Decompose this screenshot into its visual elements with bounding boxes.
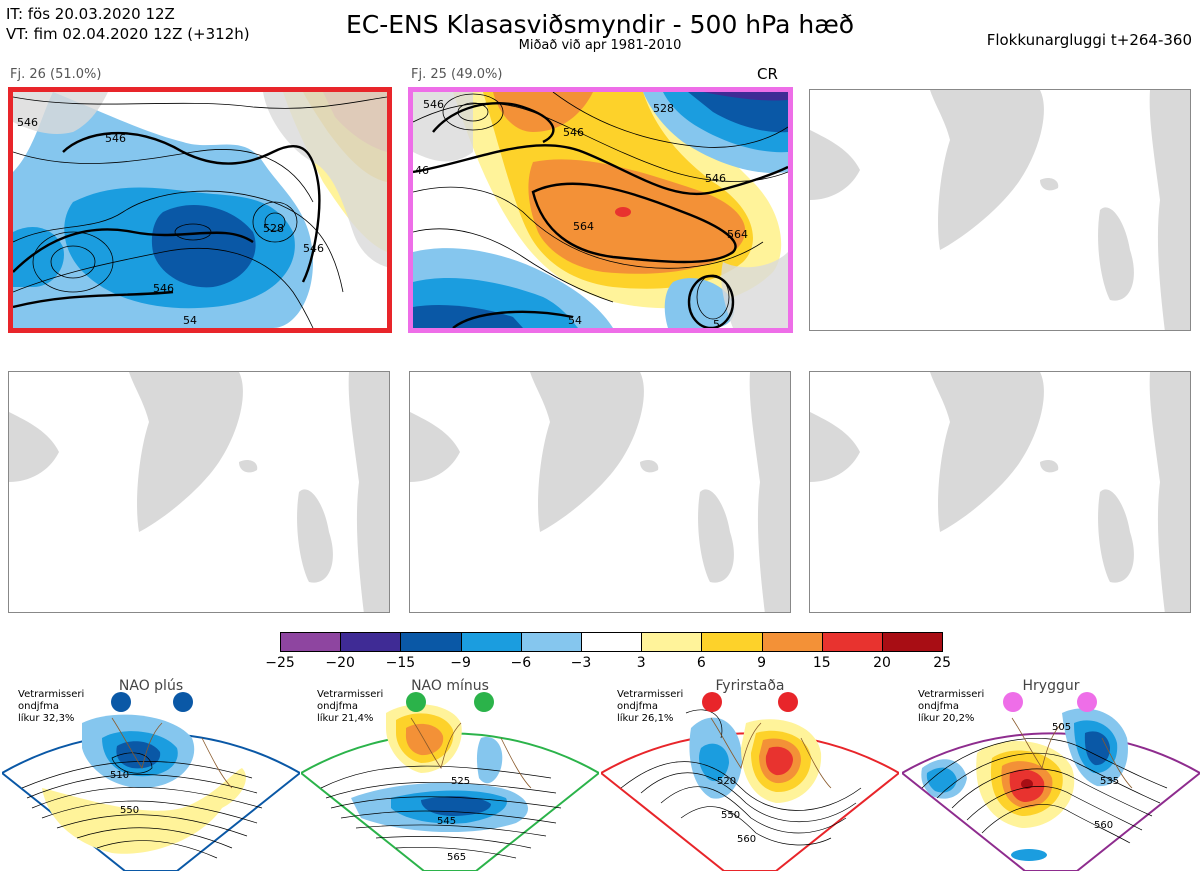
- regime-contour-label: 520: [717, 776, 736, 787]
- colorbar-tick-label: −6: [510, 655, 532, 671]
- cluster-map-3-graphic: [810, 90, 1190, 330]
- regime-blocking-graphic: 520 550 560: [601, 692, 899, 871]
- colorbar-cell: [821, 632, 883, 652]
- page-title: EC-ENS Klasasviðsmyndir - 500 hPa hæð: [345, 10, 855, 39]
- regime-note-probability: líkur 26,1%: [617, 713, 674, 724]
- colorbar-tick-label: 20: [873, 655, 891, 671]
- cluster-map-1-graphic: 546 546 528 546 546 54: [13, 92, 387, 328]
- page-subtitle: Miðað við apr 1981-2010: [518, 38, 682, 53]
- regime-contour-label: 560: [737, 834, 756, 845]
- colorbar-cell: [641, 632, 703, 652]
- colorbar-tick-label: 15: [812, 655, 831, 671]
- valid-time: VT: fim 02.04.2020 12Z (+312h): [6, 25, 250, 43]
- regime-contour-label: 510: [110, 770, 129, 781]
- colorbar-cell: [520, 632, 582, 652]
- regime-contour-label: 560: [1094, 820, 1113, 831]
- cluster-map-6[interactable]: [809, 371, 1191, 613]
- regime-note-season: Vetrarmisseri: [317, 689, 384, 700]
- cluster-map-6-graphic: [810, 372, 1190, 612]
- regime-contour-label: 550: [120, 805, 139, 816]
- regime-note-season: Vetrarmisseri: [18, 689, 85, 700]
- cluster-map-5[interactable]: [409, 371, 791, 613]
- regime-note-months: ondjfma: [617, 701, 658, 712]
- regime-note: Vetrarmisseri ondjfma líkur 32,3%: [18, 689, 84, 725]
- cluster-map-4-graphic: [9, 372, 389, 612]
- contour-label: 564: [573, 220, 594, 233]
- panel-2-label: Fj. 25 (49.0%): [411, 67, 503, 82]
- colorbar-cell: [882, 632, 944, 652]
- regime-contour-label: 565: [447, 852, 466, 863]
- contour-label: 54: [568, 314, 582, 327]
- cluster-map-1[interactable]: 546 546 528 546 546 54: [8, 87, 392, 333]
- initial-time: IT: fös 20.03.2020 12Z: [6, 5, 175, 23]
- regime-note-season: Vetrarmisseri: [617, 689, 684, 700]
- cluster-map-2-graphic: 546 546 528 46 546 564 564 54 5: [413, 92, 788, 328]
- contour-label: 546: [153, 282, 174, 295]
- panel-2-tag: CR: [757, 65, 778, 83]
- cluster-map-3[interactable]: [809, 89, 1191, 331]
- colorbar-tick-label: −25: [265, 655, 295, 671]
- regime-name: NAO mínus: [411, 678, 489, 694]
- regime-contour-label: 550: [721, 810, 740, 821]
- colorbar-cell: [280, 632, 342, 652]
- colorbar-cell: [460, 632, 522, 652]
- contour-label: 546: [17, 116, 38, 129]
- regime-contour-label: 505: [1052, 722, 1071, 733]
- contour-label: 546: [303, 242, 324, 255]
- regime-contour-label: 535: [1100, 776, 1119, 787]
- contour-label: 54: [183, 314, 197, 327]
- regime-name: NAO plús: [118, 678, 184, 694]
- colorbar-cell: [761, 632, 823, 652]
- regime-contour-label: 545: [437, 816, 456, 827]
- contour-label: 546: [105, 132, 126, 145]
- regime-nao-plus[interactable]: 510 550 NAO plús Vetrarmisseri ondjfma l…: [2, 678, 300, 871]
- regime-name: Hryggur: [1022, 678, 1080, 694]
- regime-note-probability: líkur 32,3%: [18, 713, 75, 724]
- regime-contour-label: 525: [451, 776, 470, 787]
- classification-window: Flokkunargluggi t+264-360: [986, 31, 1192, 49]
- cluster-map-4[interactable]: [8, 371, 390, 613]
- regime-nao-minus[interactable]: 525 545 565 NAO mínus Vetrarmisseri ondj…: [301, 678, 599, 871]
- cluster-map-2[interactable]: 546 546 528 46 546 564 564 54 5: [408, 87, 793, 333]
- colorbar-cell: [581, 632, 643, 652]
- contour-label: 546: [423, 98, 444, 111]
- contour-label: 546: [705, 172, 726, 185]
- colorbar-cell: [400, 632, 462, 652]
- regime-ridge[interactable]: 505 535 560 Hryggur Vetrarmisseri ondjfm…: [902, 678, 1200, 871]
- regime-note-months: ondjfma: [918, 701, 959, 712]
- regime-blocking[interactable]: 520 550 560 Fyrirstaða Vetrarmisseri ond…: [601, 678, 899, 871]
- regime-note-months: ondjfma: [317, 701, 358, 712]
- regime-nao-plus-graphic: 510 550: [2, 692, 300, 871]
- contour-label: 564: [727, 228, 748, 241]
- colorbar-tick-label: −3: [570, 655, 592, 671]
- colorbar-cell: [701, 632, 763, 652]
- regime-nao-minus-graphic: 525 545 565: [301, 692, 599, 871]
- regime-ridge-graphic: 505 535 560: [902, 692, 1200, 871]
- contour-label: 528: [263, 222, 284, 235]
- contour-label: 5: [713, 318, 720, 328]
- regime-note-months: ondjfma: [18, 701, 59, 712]
- cluster-map-5-graphic: [410, 372, 790, 612]
- colorbar-tick-label: 6: [696, 655, 706, 671]
- contour-label: 528: [653, 102, 674, 115]
- colorbar-cell: [340, 632, 402, 652]
- contour-label: 46: [415, 164, 429, 177]
- regime-note-probability: líkur 21,4%: [317, 713, 374, 724]
- panel-1-label: Fj. 26 (51.0%): [10, 67, 102, 82]
- colorbar-tick-label: 9: [757, 655, 767, 671]
- regime-name: Fyrirstaða: [715, 678, 785, 694]
- colorbar-tick-label: −15: [385, 655, 416, 671]
- regime-note: Vetrarmisseri ondjfma líkur 20,2%: [918, 689, 984, 725]
- colorbar-tick-label: −20: [325, 655, 355, 671]
- regime-note: Vetrarmisseri ondjfma líkur 21,4%: [317, 689, 383, 725]
- colorbar-tick-label: −9: [450, 655, 471, 671]
- contour-label: 546: [563, 126, 584, 139]
- regime-note-probability: líkur 20,2%: [918, 713, 975, 724]
- colorbar-tick-label: 3: [636, 655, 646, 671]
- run-info: IT: fös 20.03.2020 12Z VT: fim 02.04.202…: [6, 4, 250, 44]
- colorbar-tick-label: 25: [933, 655, 952, 671]
- regime-note: Vetrarmisseri ondjfma líkur 26,1%: [617, 689, 683, 725]
- regime-note-season: Vetrarmisseri: [918, 689, 985, 700]
